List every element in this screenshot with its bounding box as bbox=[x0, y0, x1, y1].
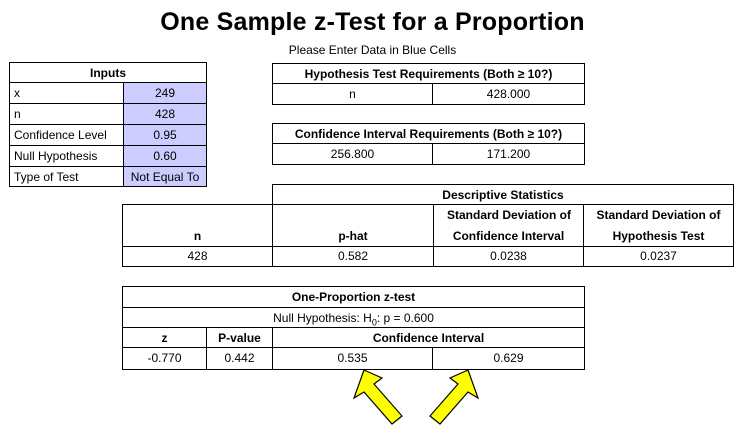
desc-value-sd-ci: 0.0238 bbox=[434, 246, 584, 266]
inputs-table: Inputs x 249 n 428 Confidence Level 0.95… bbox=[9, 62, 207, 187]
ci-requirements-value-2: 171.200 bbox=[486, 147, 531, 161]
z-test-header: One-Proportion z-test bbox=[123, 287, 584, 308]
z-test-value-z: -0.770 bbox=[123, 348, 207, 369]
ci-requirements-value-1: 256.800 bbox=[273, 144, 433, 164]
input-label-null-hypothesis: Null Hypothesis bbox=[10, 146, 124, 167]
ci-requirements-header: Confidence Interval Requirements (Both ≥… bbox=[273, 124, 584, 144]
input-value-confidence-level[interactable]: 0.95 bbox=[124, 125, 206, 146]
ci-requirements-table: Confidence Interval Requirements (Both ≥… bbox=[272, 123, 585, 165]
desc-value-phat: 0.582 bbox=[273, 246, 434, 266]
hypothesis-requirements-header: Hypothesis Test Requirements (Both ≥ 10?… bbox=[273, 64, 584, 84]
z-test-col-ci: Confidence Interval bbox=[273, 328, 584, 348]
descriptive-statistics-table: Descriptive Statistics n p-hat Standard … bbox=[122, 184, 734, 267]
z-test-value-ci-low: 0.535 bbox=[273, 348, 433, 369]
hypothesis-requirements-table: Hypothesis Test Requirements (Both ≥ 10?… bbox=[272, 63, 585, 105]
desc-value-sd-ht: 0.0237 bbox=[640, 249, 677, 263]
z-test-null-hypothesis: Null Hypothesis: H0: p = 0.600 bbox=[123, 308, 584, 328]
descriptive-statistics-header: Descriptive Statistics bbox=[272, 184, 734, 205]
z-test-value-ci-high: 0.629 bbox=[493, 351, 524, 365]
input-value-n[interactable]: 428 bbox=[124, 104, 206, 125]
desc-col-n: n bbox=[123, 226, 273, 246]
desc-col-sd-ci-line1: Standard Deviation of bbox=[446, 208, 571, 222]
page-subtitle: Please Enter Data in Blue Cells bbox=[288, 43, 457, 57]
hypothesis-requirements-value: 428.000 bbox=[486, 87, 531, 101]
inputs-header: Inputs bbox=[10, 63, 206, 83]
desc-col-header-row bbox=[122, 204, 734, 247]
z-test-value-pvalue: 0.442 bbox=[207, 348, 273, 369]
input-value-null-hypothesis[interactable]: 0.60 bbox=[124, 146, 206, 167]
input-label-x: x bbox=[10, 83, 124, 104]
input-label-type-of-test: Type of Test bbox=[10, 167, 124, 186]
desc-col-phat: p-hat bbox=[273, 226, 434, 246]
z-test-col-pvalue: P-value bbox=[207, 328, 273, 348]
desc-values-row bbox=[122, 246, 734, 267]
z-test-col-z: z bbox=[123, 328, 207, 348]
desc-value-n: 428 bbox=[123, 246, 273, 266]
input-value-x[interactable]: 249 bbox=[124, 83, 206, 104]
desc-col-sd-ci-line2: Confidence Interval bbox=[434, 226, 584, 246]
arrow-up-left-icon bbox=[429, 369, 480, 425]
input-label-n: n bbox=[10, 104, 124, 125]
desc-col-sd-ht-line2: Hypothesis Test bbox=[612, 229, 705, 243]
z-test-table: One-Proportion z-test Null Hypothesis: H… bbox=[122, 286, 585, 370]
page-title: One Sample z-Test for a Proportion bbox=[160, 8, 585, 36]
arrow-up-right-icon bbox=[352, 369, 403, 425]
hypothesis-requirements-label: n bbox=[273, 84, 433, 104]
input-value-type-of-test[interactable]: Not Equal To bbox=[124, 167, 206, 186]
input-label-confidence-level: Confidence Level bbox=[10, 125, 124, 146]
desc-col-sd-ht-line1: Standard Deviation of bbox=[596, 208, 721, 222]
